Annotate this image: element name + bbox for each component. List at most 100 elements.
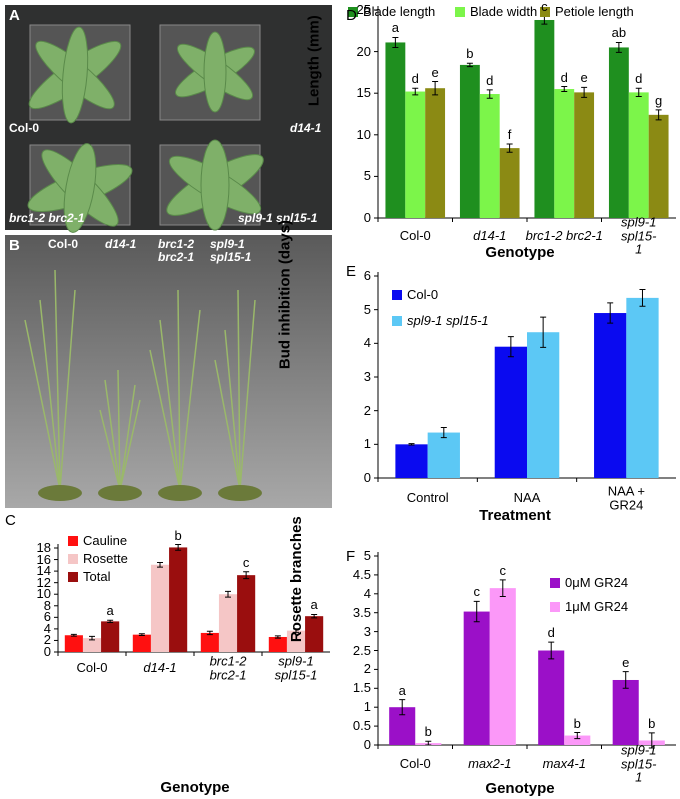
x-axis-label: Genotype (485, 780, 555, 798)
x-tick-label: max2-1 (468, 756, 512, 772)
legend-swatch (68, 536, 78, 546)
bar (612, 679, 639, 745)
x-tick-label: d14-1 (143, 660, 177, 676)
bar (564, 735, 591, 745)
x-tick-label: Col-0 (399, 756, 431, 772)
bar (608, 47, 629, 218)
y-tick-label: 1 (363, 699, 371, 715)
y-tick-label: 4 (363, 335, 371, 351)
significance-letter: f (507, 127, 512, 143)
significance-letter: b (424, 724, 432, 740)
significance-letter: c (473, 584, 480, 600)
photo-b (5, 235, 332, 508)
panel-letter: E (346, 263, 357, 281)
error-bar (548, 641, 555, 660)
significance-letter: d (547, 625, 555, 641)
significance-letter: d (635, 71, 643, 87)
bar (479, 94, 500, 218)
y-tick-label: 4.5 (352, 567, 371, 583)
significance-letter: a (398, 682, 406, 698)
rosette (27, 26, 264, 233)
significance-letter: b (648, 716, 656, 732)
legend-label: Blade width (470, 4, 538, 20)
error-bar (225, 590, 231, 598)
legend-label: Col-0 (407, 287, 439, 303)
photo-label: spl9-1 spl15-1 (238, 211, 318, 225)
bar (534, 19, 555, 219)
y-tick-label: 2 (43, 632, 51, 648)
error-bar (412, 87, 419, 96)
bar (150, 564, 170, 652)
photo-label: brc1-2 brc2-1 (9, 211, 85, 225)
x-tick-label: Control (406, 490, 449, 506)
error-bar (440, 427, 447, 439)
significance-letter: a (106, 603, 114, 619)
bar (132, 634, 151, 652)
error-bar (615, 41, 622, 53)
panel-letter: C (5, 512, 16, 530)
significance-letter: e (580, 70, 588, 86)
y-axis-label: Rosette branches (288, 516, 306, 643)
legend-swatch (392, 290, 402, 300)
error-bar (607, 302, 614, 324)
y-tick-label: 4 (363, 585, 371, 601)
bar (494, 346, 527, 478)
x-axis-label: Genotype (160, 779, 230, 797)
x-axis-label: Genotype (485, 244, 555, 262)
panel-letter: D (346, 7, 357, 25)
bar (425, 88, 446, 218)
panel-letter: B (9, 237, 20, 254)
y-tick-label: 1 (363, 436, 371, 452)
error-bar (655, 109, 662, 121)
y-tick-label: 10 (36, 586, 51, 602)
bar (395, 444, 428, 478)
legend-swatch (348, 7, 358, 17)
y-axis-label: Bud inhibition (days) (276, 219, 294, 370)
y-tick-label: 2 (363, 402, 371, 418)
photo-a (5, 5, 332, 233)
panel-letter: F (346, 548, 356, 566)
y-tick-label: 5 (363, 301, 371, 317)
error-bar (499, 579, 506, 597)
bar (385, 42, 406, 218)
legend-swatch (392, 316, 402, 326)
bar (554, 89, 575, 218)
legend-swatch (540, 7, 550, 17)
y-tick-label: 2 (363, 661, 371, 677)
photo-label: Col-0 (9, 121, 39, 135)
bar (200, 632, 219, 652)
y-tick-label: 0 (363, 210, 371, 226)
y-tick-label: 3.5 (352, 604, 371, 620)
x-tick-label: brc1-2 brc2-1 (209, 653, 247, 682)
significance-letter: e (431, 64, 439, 80)
error-bar (157, 561, 163, 568)
photo-label: d14-1 (105, 237, 137, 251)
bar (499, 148, 520, 218)
error-bar (506, 143, 513, 153)
error-bar (408, 443, 415, 446)
significance-letter: g (654, 93, 663, 109)
error-bar (540, 316, 547, 348)
bar (489, 588, 516, 745)
significance-letter: d (486, 73, 494, 89)
y-tick-label: 8 (43, 597, 51, 613)
error-bar (486, 89, 493, 99)
bar (405, 91, 426, 218)
significance-letter: c (499, 562, 507, 578)
error-bar (175, 544, 182, 551)
photo-label: brc1-2 brc2-1 (158, 237, 195, 264)
significance-letter: b (573, 715, 581, 731)
y-tick-label: 16 (36, 551, 51, 567)
error-bar (648, 732, 655, 749)
x-tick-label: Col-0 (399, 228, 431, 244)
y-tick-label: 18 (36, 540, 51, 556)
y-tick-label: 6 (43, 609, 51, 625)
bar (648, 114, 669, 218)
significance-letter: a (391, 20, 399, 36)
legend-label: Blade length (363, 4, 436, 20)
x-tick-label: max4-1 (542, 756, 586, 772)
bar (538, 650, 565, 745)
plant-stems (24, 269, 256, 491)
bar (459, 64, 480, 218)
